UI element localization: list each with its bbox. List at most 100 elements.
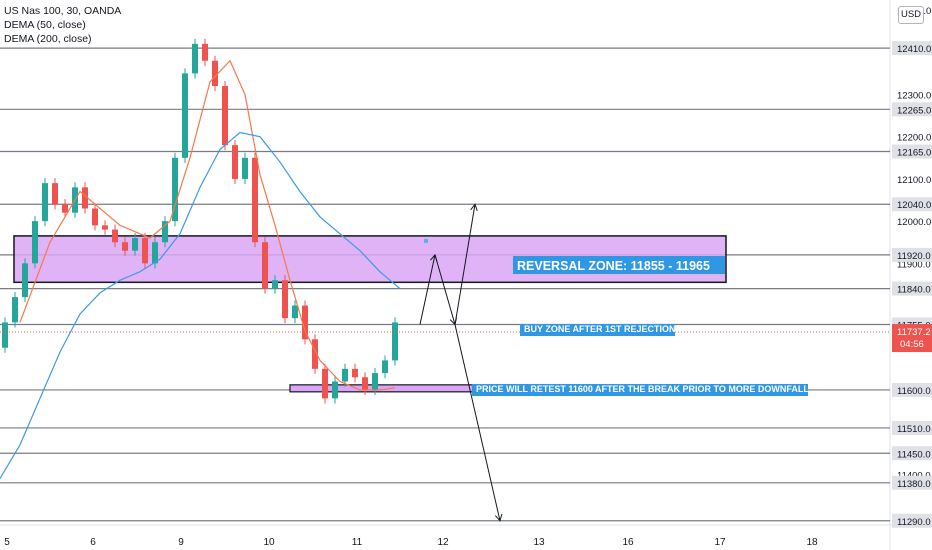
level-label: 12165.0 [897, 147, 931, 158]
candle-body [262, 242, 268, 289]
x-tick-label: 5 [4, 537, 10, 548]
projection-arrow [454, 204, 476, 325]
candle-body [192, 43, 198, 74]
candle-body [52, 183, 58, 205]
candle-body [202, 43, 208, 61]
candle-body [282, 280, 288, 319]
candle-body [362, 377, 368, 390]
dema50-line [19, 59, 396, 391]
candle-body [132, 238, 138, 251]
candle-body [272, 280, 278, 289]
reversal-zone-label: REVERSAL ZONE: 11855 - 11965 [517, 259, 710, 273]
x-tick-label: 10 [263, 537, 275, 548]
candle-body [32, 221, 38, 264]
x-tick-label: 12 [437, 537, 449, 548]
legend-dema50: DEMA (50, close) [4, 19, 86, 31]
candle-body [92, 208, 98, 226]
level-label-bg [892, 382, 932, 397]
candle-body [22, 263, 28, 298]
level-label: 11450.0 [897, 449, 931, 460]
last-price-countdown: 04:56 [900, 339, 924, 350]
candle-body [212, 60, 218, 87]
level-label-bg [892, 475, 932, 490]
candle-body [112, 229, 118, 243]
y-tick-label: 12100.0 [897, 175, 931, 186]
dema200-line [0, 131, 401, 479]
level-label-bg [892, 281, 932, 296]
candle-body [42, 183, 48, 222]
y-tick-label: 12000.0 [897, 217, 931, 228]
x-tick-label: 9 [178, 537, 184, 548]
candle-body [342, 368, 348, 382]
reversal-zone-label-bg [513, 256, 725, 274]
candle-body [382, 360, 388, 374]
level-label: 12265.0 [897, 105, 931, 116]
chart-legend: US Nas 100, 30, OANDA DEMA (50, close) D… [4, 4, 121, 46]
level-label-bg [892, 197, 932, 212]
candle-body [12, 297, 18, 323]
y-tick-label: 11900.0 [897, 259, 931, 270]
legend-symbol: US Nas 100, 30, OANDA [4, 5, 122, 17]
legend-dema200: DEMA (200, close) [4, 33, 92, 45]
candle-body [242, 157, 248, 179]
candle-body [322, 368, 328, 399]
level-label: 11380.0 [897, 479, 931, 490]
candle-body [152, 242, 158, 264]
projection-arrowhead [494, 513, 503, 522]
retest-label: PRICE WILL RETEST 11600 AFTER THE BREAK … [476, 384, 809, 394]
projection-arrowhead [470, 203, 478, 212]
level-label-bg [892, 41, 932, 56]
level-label-bg [892, 102, 932, 117]
candle-body [142, 238, 148, 264]
buy-zone-label-bg [520, 324, 675, 336]
candle-body [172, 157, 178, 222]
level-label-bg [892, 446, 932, 461]
level-label: 11920.0 [897, 251, 931, 262]
candle-body [102, 225, 108, 230]
level-label-bg [892, 144, 932, 159]
candle-body [352, 368, 358, 378]
level-label-bg [892, 513, 932, 528]
candle-body [222, 86, 228, 146]
retest-label-bg [472, 384, 808, 396]
candle-body [372, 373, 378, 390]
x-tick-label: 11 [352, 537, 363, 548]
x-tick-label: 17 [714, 537, 726, 548]
candle-body [82, 187, 88, 209]
projection-arrow [434, 254, 456, 325]
candle-body [122, 242, 128, 251]
candle-body [232, 145, 238, 179]
candle-body [2, 322, 8, 348]
level-label: 11510.0 [897, 424, 931, 435]
candle-body [252, 157, 258, 243]
marker-dot [424, 238, 428, 243]
level-label: 11600.0 [897, 386, 931, 397]
candle-body [332, 381, 338, 399]
projection-arrow [419, 254, 436, 325]
level-label-bg [892, 247, 932, 262]
x-tick-label: 16 [622, 537, 634, 548]
currency-button[interactable]: USD [898, 6, 924, 24]
candle-body [392, 322, 398, 361]
candle-body [312, 339, 318, 369]
y-tick-label: 12300.0 [897, 91, 931, 102]
x-tick-label: 6 [90, 537, 96, 548]
buy-zone-label: BUY ZONE AFTER 1ST REJECTION [524, 324, 676, 334]
candle-body [62, 204, 68, 213]
level-label: 12040.0 [897, 200, 931, 211]
x-tick-label: 13 [533, 537, 545, 548]
candle-body [302, 305, 308, 340]
x-tick-label: 18 [806, 537, 818, 548]
level-label: 11840.0 [897, 285, 931, 296]
candle-body [292, 305, 298, 319]
level-label: 11290.0 [897, 517, 931, 528]
candle-body [182, 73, 188, 158]
level-label-bg [892, 420, 932, 435]
last-price-label-bg [892, 324, 932, 353]
last-price-label: 11737.2 [897, 327, 931, 338]
level-label: 12410.0 [897, 44, 931, 55]
candle-body [162, 221, 168, 243]
y-tick-label: 12200.0 [897, 133, 931, 144]
